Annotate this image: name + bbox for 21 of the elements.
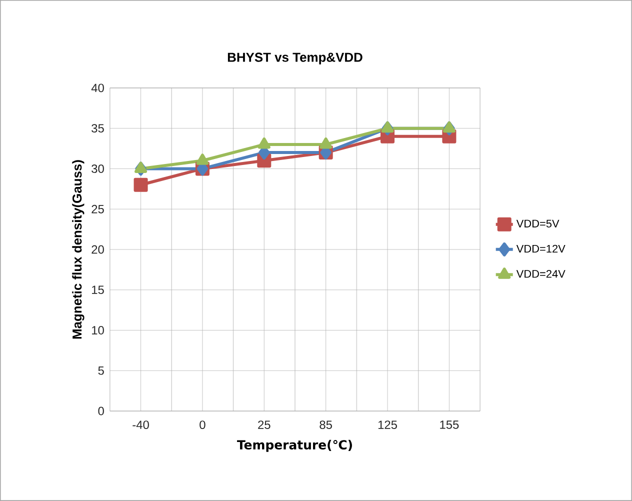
- y-tick-label: 15: [92, 286, 104, 294]
- y-tick-label: 20: [92, 245, 104, 254]
- legend-label: VDD=5V: [516, 220, 560, 228]
- x-tick-label: 25: [258, 420, 270, 430]
- x-tick-label: 85: [320, 420, 332, 430]
- y-tick-label: 10: [92, 326, 104, 334]
- x-tick-label: -40: [132, 420, 149, 430]
- y-tick-label: 25: [92, 204, 104, 214]
- x-tick-label: 155: [440, 420, 459, 429]
- x-tick-label: 0: [200, 420, 206, 430]
- x-axis-title: Temperature(℃): [237, 440, 352, 452]
- y-tick-label: 0: [98, 406, 104, 416]
- y-tick-label: 35: [92, 124, 104, 133]
- chart-title: BHYST vs Temp&VDD: [228, 52, 362, 64]
- legend-label: VDD=12V: [516, 244, 566, 253]
- y-tick-label: 5: [98, 366, 104, 375]
- legend-label: VDD=24V: [516, 270, 566, 278]
- y-axis-title: Magnetic flux density(Gauss): [72, 160, 84, 339]
- y-tick-label: 40: [91, 84, 104, 92]
- y-tick-label: 30: [92, 164, 104, 173]
- x-tick-label: 125: [378, 420, 397, 430]
